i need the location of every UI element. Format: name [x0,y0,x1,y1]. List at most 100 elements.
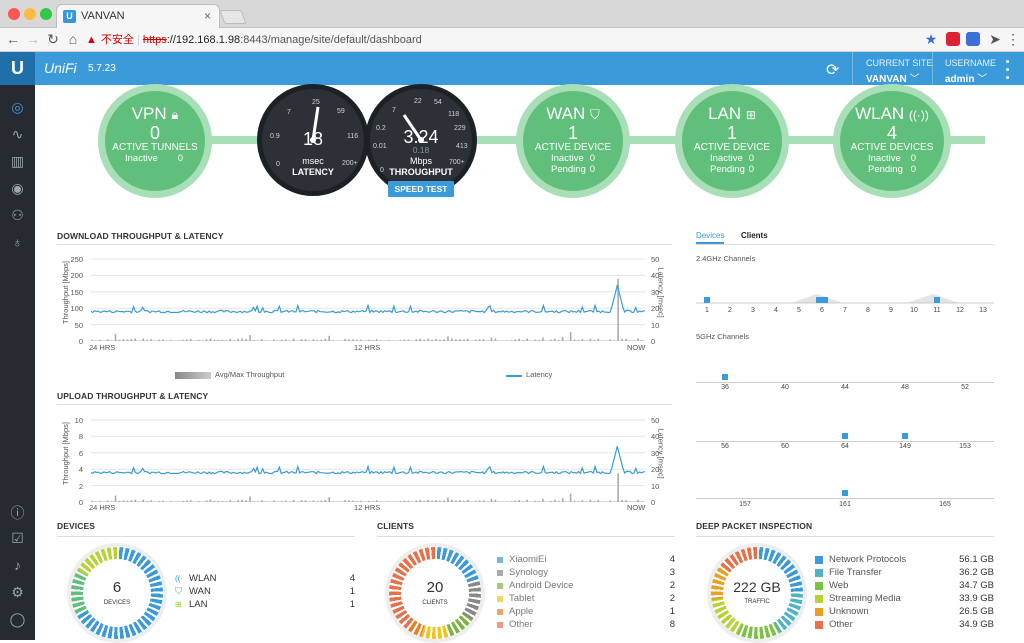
forward-arrow-icon[interactable]: → [24,31,42,47]
throughput-bar [182,501,184,502]
throughput-bar [455,339,457,341]
events-icon[interactable]: ☑ [0,530,35,547]
gauge-tick: 25 [312,99,320,106]
settings-icon[interactable]: ⚙ [0,584,35,601]
throughput-bar [91,340,93,341]
wan-pending-label: Pending [551,164,586,175]
tab-devices[interactable]: Devices [696,231,724,244]
current-site-select[interactable]: VANVAN ﹀ [866,70,920,85]
throughput-bar [380,340,382,341]
info-icon[interactable]: ⓘ [0,503,35,523]
clients-icon[interactable]: ⚇ [0,207,35,224]
throughput-bar [558,340,560,341]
ghz5-channel-label: 60 [775,443,795,450]
throughput-bar [253,501,255,502]
unifi-logo-icon[interactable]: U [0,52,35,85]
chevron-down-icon: ﹀ [910,74,920,85]
throughput-bar [99,501,101,502]
chat-icon[interactable]: ◯ [0,611,35,628]
gauge-tick: 118 [448,111,459,118]
dashboard-icon[interactable]: ◎ [0,99,35,116]
upload-chart-title: UPLOAD THROUGHPUT & LATENCY [57,391,208,401]
throughput-bar [522,340,524,341]
back-arrow-icon[interactable]: ← [4,31,22,47]
ghz24-channel-label: 1 [697,307,717,314]
throughput-bar [321,501,323,502]
refresh-icon[interactable]: ⟳ [826,60,839,80]
throughput-bar [305,339,307,341]
throughput-bar [178,501,180,502]
throughput-bar [463,340,465,341]
new-tab-button[interactable] [219,10,246,24]
url-scheme: https [143,34,167,46]
map-icon[interactable]: ▥ [0,153,35,170]
throughput-legend-label: Avg/Max Throughput [215,370,284,379]
speed-test-button[interactable]: SPEED TEST [388,181,454,197]
throughput-bar [475,340,477,341]
insights-icon[interactable]: ♁ [0,234,35,250]
throughput-bar [222,340,224,341]
more-menu-icon[interactable]: ··· [1005,58,1011,82]
clients-caption: CLIENTS [401,600,469,606]
throughput-bar [510,340,512,341]
throughput-bar [344,339,346,341]
maximize-window-button[interactable] [40,8,52,20]
send-extension-icon[interactable]: ➤ [986,31,1004,48]
client-type-icon [497,557,503,563]
alerts-icon[interactable]: ♪ [0,557,35,573]
throughput-bar [340,340,342,341]
ghz5-channel-label: 44 [835,384,855,391]
throughput-bar [340,501,342,502]
upload-xtick: 24 HRS [89,503,115,512]
dpi-legend-label: Web [829,580,848,591]
devices-donut: 6 DEVICES [67,543,167,643]
section-divider [57,244,672,245]
extension-icon[interactable] [966,32,980,46]
latency-value: 18 [262,129,364,150]
browser-menu-icon[interactable]: ⋮ [1004,31,1022,48]
tab-close-icon[interactable]: × [204,5,211,27]
adblock-extension-icon[interactable] [946,32,960,46]
throughput-bar [423,501,425,502]
minimize-window-button[interactable] [24,8,36,20]
ghz5-axis-line [696,498,994,499]
reload-icon[interactable]: ↻ [44,31,62,48]
throughput-bar [574,501,576,502]
throughput-bar [475,501,477,502]
lan-inactive-value: 0 [749,153,754,164]
vpn-inactive-label: Inactive [125,153,158,164]
lan-inactive-label: Inactive [710,153,743,164]
section-divider [696,536,994,537]
devices-icon[interactable]: ◉ [0,180,35,197]
throughput-bar [230,500,232,502]
throughput-bar [107,339,109,341]
bookmark-star-icon[interactable]: ★ [922,31,940,48]
tab-clients[interactable]: Clients [741,231,768,240]
throughput-bar [210,338,212,341]
client-legend-value: 8 [635,619,675,630]
throughput-bar [491,338,493,341]
throughput-bar [170,340,172,341]
throughput-bar [554,500,556,502]
section-divider [57,536,355,537]
ghz5-channel-label: 36 [715,384,735,391]
browser-tab[interactable]: U VANVAN × [56,4,220,28]
throughput-bar [629,340,631,341]
download-y2tick: 30 [651,288,659,297]
throughput-bar [419,500,421,502]
wlan-pending-value: 0 [911,164,916,175]
username-select[interactable]: admin ﹀ [945,70,987,85]
close-window-button[interactable] [8,8,20,20]
statistics-icon[interactable]: ∿ [0,126,35,143]
address-bar[interactable]: ▲不安全 | https://192.168.1.98:8443/manage/… [86,31,946,49]
unifi-favicon-icon: U [63,10,76,23]
throughput-bar [150,500,152,502]
section-divider [377,536,675,537]
home-icon[interactable]: ⌂ [64,31,82,47]
upload-y2tick: 30 [651,449,659,458]
devices-caption: DEVICES [83,600,151,606]
